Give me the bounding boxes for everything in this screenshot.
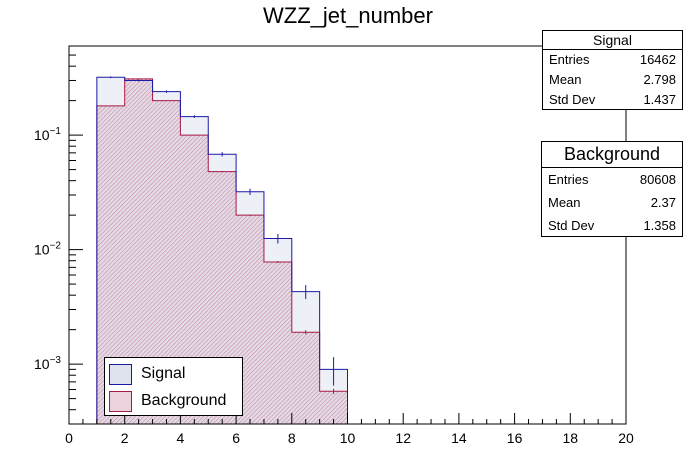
stats-label: Std Dev [549,92,596,107]
signal-stats-entries: Entries 16462 [543,50,682,70]
stats-value: 80608 [639,172,676,187]
stats-label: Mean [549,72,582,87]
legend-swatch-signal [109,363,132,385]
x-tick-label: 10 [340,430,356,446]
stats-value: 2.798 [643,72,676,87]
x-tick-label: 4 [177,430,185,446]
legend-swatch-background [109,390,132,412]
x-tick-label: 14 [451,430,467,446]
x-tick-label: 2 [121,430,129,446]
signal-stats-mean: Mean 2.798 [543,70,682,90]
stats-value: 1.437 [643,92,676,107]
signal-stats-stddev: Std Dev 1.437 [543,90,682,110]
background-stats-title: Background [542,142,682,168]
background-stats-box: Background Entries 80608 Mean 2.37 Std D… [541,141,683,237]
background-stats-entries: Entries 80608 [542,168,682,191]
stats-label: Entries [549,52,590,67]
stats-value: 1.358 [643,218,676,233]
stats-value: 16462 [639,52,676,67]
stats-label: Std Dev [548,218,595,233]
legend-entry-signal: Signal [109,362,185,386]
legend-entry-background: Background [109,389,226,413]
x-tick-label: 8 [288,430,296,446]
legend: Signal Background [104,357,243,416]
legend-label-background: Background [141,392,227,409]
x-tick-label: 6 [232,430,240,446]
legend-label-signal: Signal [141,365,186,382]
signal-stats-title: Signal [543,31,682,50]
y-tick-label: 10−2 [34,241,61,258]
stats-label: Entries [548,172,589,187]
background-stats-mean: Mean 2.37 [542,191,682,214]
background-stats-stddev: Std Dev 1.358 [542,214,682,237]
stats-value: 2.37 [650,195,676,210]
signal-stats-box: Signal Entries 16462 Mean 2.798 Std Dev … [542,30,683,110]
stats-label: Mean [548,195,581,210]
x-tick-label: 18 [563,430,579,446]
x-tick-label: 16 [507,430,523,446]
y-tick-label: 10−1 [34,126,61,143]
signal-bar [263,238,292,424]
y-tick-label: 10−3 [34,355,61,372]
chart-title: WZZ_jet_number [263,3,433,28]
x-tick-label: 20 [618,430,634,446]
x-tick-label: 0 [65,430,73,446]
signal-bar [291,291,320,424]
x-tick-label: 12 [395,430,411,446]
